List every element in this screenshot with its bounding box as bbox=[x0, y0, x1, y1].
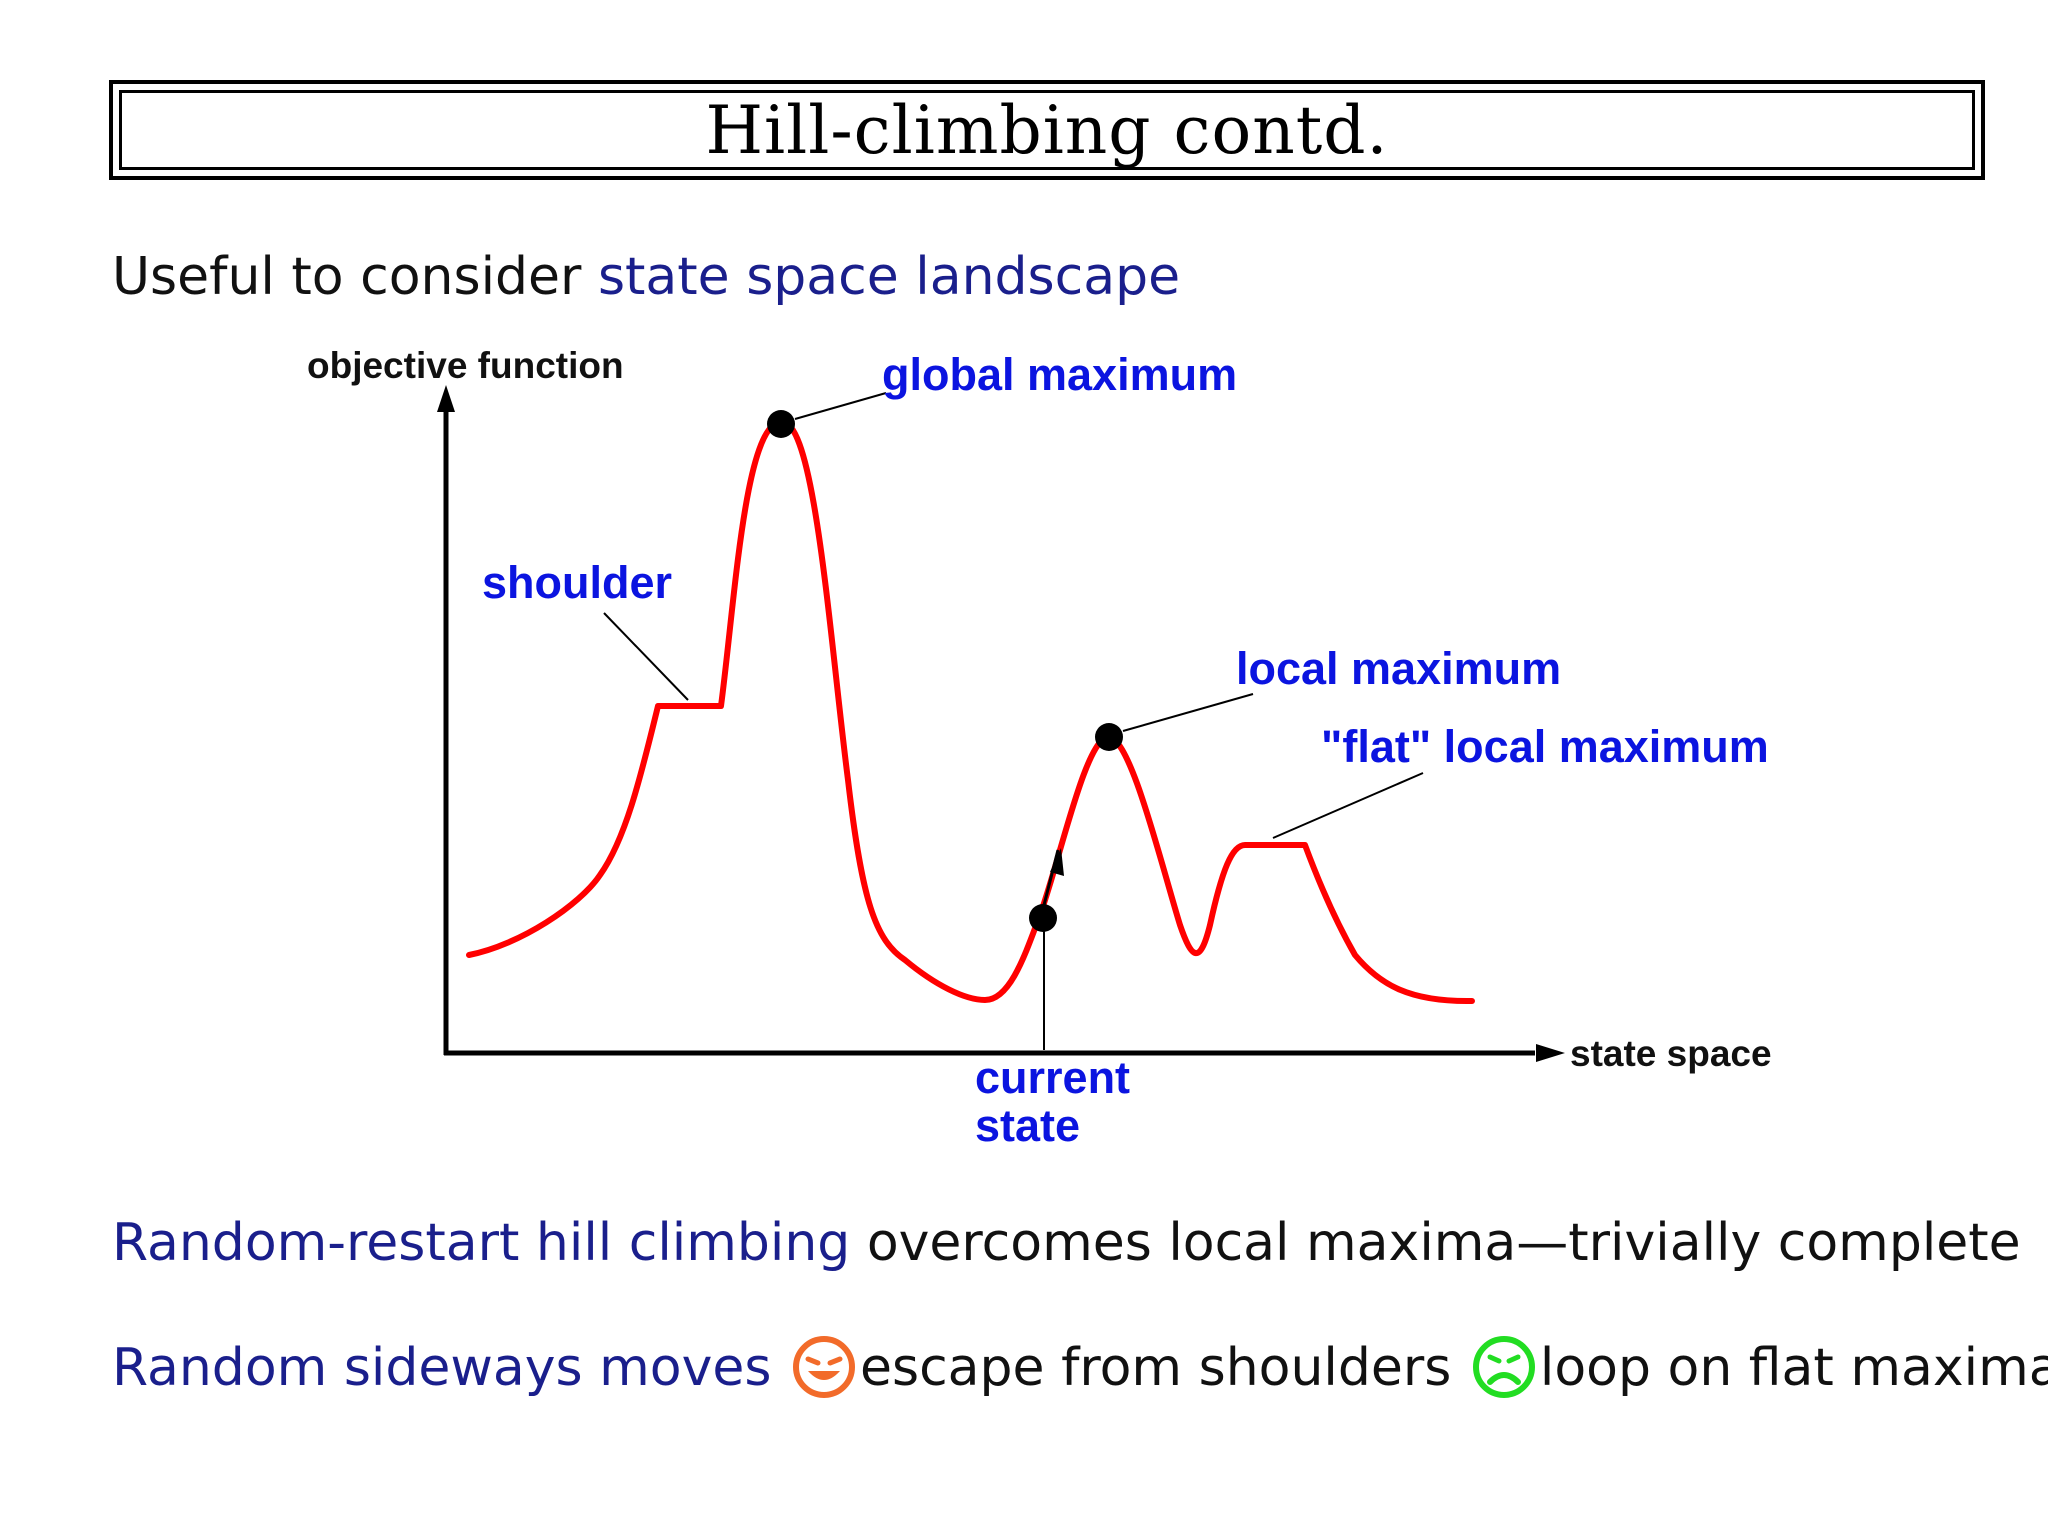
landscape-curve bbox=[466, 418, 1475, 1005]
grinning-face-icon bbox=[793, 1336, 855, 1398]
random-restart-line: Random-restart hill climbing overcomes l… bbox=[112, 1213, 2021, 1273]
title-inner-frame: Hill-climbing contd. bbox=[119, 90, 1975, 170]
intro-prefix: Useful to consider bbox=[112, 247, 598, 307]
random-sideways-line: Random sideways moves escape from should… bbox=[112, 1335, 2048, 1399]
slide-title: Hill-climbing contd. bbox=[705, 91, 1389, 169]
local-maximum-label: local maximum bbox=[1236, 643, 1561, 694]
y-axis-label: objective function bbox=[307, 345, 624, 386]
x-axis-arrowhead bbox=[1536, 1044, 1565, 1062]
local-maximum-leader bbox=[1122, 693, 1254, 732]
shoulder-leader bbox=[603, 612, 689, 701]
current-state-label-line1: current bbox=[975, 1052, 1130, 1103]
local-maximum-dot bbox=[1095, 723, 1123, 751]
flat-local-maximum-label: "flat" local maximum bbox=[1321, 721, 1769, 772]
current-state-up-arrowhead bbox=[1050, 848, 1064, 876]
random-restart-highlight: Random-restart hill climbing bbox=[112, 1213, 851, 1273]
current-state-label-line2: state bbox=[975, 1100, 1080, 1151]
intro-line: Useful to consider state space landscape bbox=[112, 247, 1180, 307]
global-maximum-leader bbox=[794, 392, 887, 420]
title-frame: Hill-climbing contd. bbox=[109, 80, 1985, 180]
x-axis-label: state space bbox=[1570, 1033, 1772, 1074]
shoulder-label: shoulder bbox=[482, 557, 672, 608]
current-state-up-arrow bbox=[1042, 849, 1060, 906]
global-maximum-label: global maximum bbox=[882, 349, 1237, 400]
intro-highlight: state space landscape bbox=[597, 247, 1181, 307]
escape-shoulders-text: escape from shoulders bbox=[860, 1338, 1468, 1398]
y-axis-arrowhead bbox=[437, 385, 455, 412]
frowning-face-icon bbox=[1472, 1336, 1535, 1398]
random-sideways-highlight: Random sideways moves bbox=[112, 1338, 788, 1398]
global-maximum-dot bbox=[767, 410, 795, 438]
loop-flat-maxima-text: loop on flat maxima bbox=[1539, 1338, 2048, 1398]
current-state-dot bbox=[1029, 904, 1057, 932]
random-restart-text: overcomes local maxima—trivially complet… bbox=[850, 1213, 2021, 1273]
flat-local-maximum-leader bbox=[1272, 772, 1424, 839]
